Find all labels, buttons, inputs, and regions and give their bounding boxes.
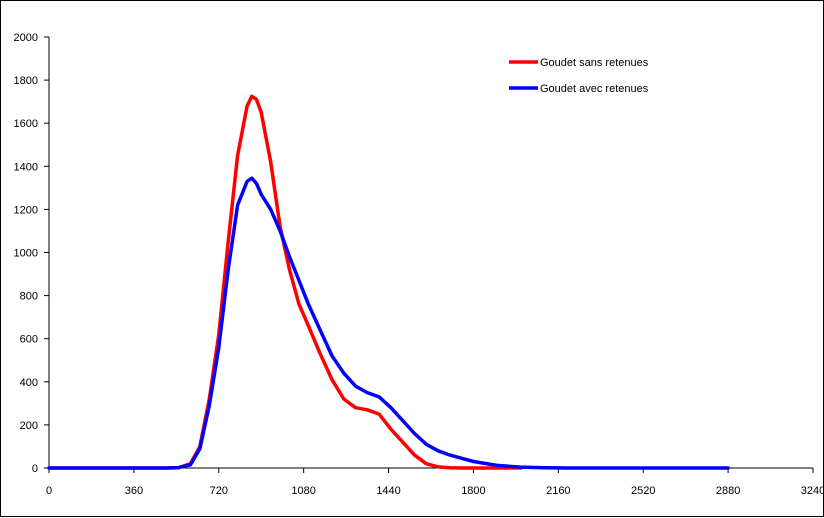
axes: 0 200 400 600 800 1000 1200 1400 1600 1800 2000 0 36…	[14, 32, 824, 497]
y-tick-label: 1400	[14, 161, 38, 173]
x-tick-label: 0	[46, 485, 52, 497]
y-tick-label: 2000	[14, 32, 38, 44]
y-tick-label: 1200	[14, 204, 38, 216]
y-tick-label: 1600	[14, 118, 38, 130]
x-tick-label: 1440	[376, 485, 400, 497]
x-tick-label: 2880	[716, 485, 740, 497]
x-tick-label: 1080	[291, 485, 315, 497]
y-tick-label: 400	[20, 377, 38, 389]
y-tick-label: 0	[32, 463, 38, 475]
y-tick-label: 600	[20, 334, 38, 346]
series-lines	[47, 94, 730, 470]
y-tick-label: 1800	[14, 75, 38, 87]
legend: Goudet sans retenues Goudet avec retenues	[509, 57, 649, 95]
y-tick-label: 200	[20, 420, 38, 432]
x-tick-label: 1800	[461, 485, 485, 497]
x-tick-label: 720	[210, 485, 228, 497]
x-tick-label: 360	[125, 485, 143, 497]
x-tick-label: 2520	[631, 485, 655, 497]
legend-label-1: Goudet sans retenues	[540, 57, 649, 69]
x-tick-label: 3240	[801, 485, 824, 497]
y-tick-label: 1000	[14, 248, 38, 260]
series-line-1	[47, 94, 523, 470]
legend-label-2: Goudet avec retenues	[540, 83, 649, 95]
series-line-2	[47, 176, 730, 470]
y-tick-label: 800	[20, 291, 38, 303]
x-tick-label: 2160	[546, 485, 570, 497]
